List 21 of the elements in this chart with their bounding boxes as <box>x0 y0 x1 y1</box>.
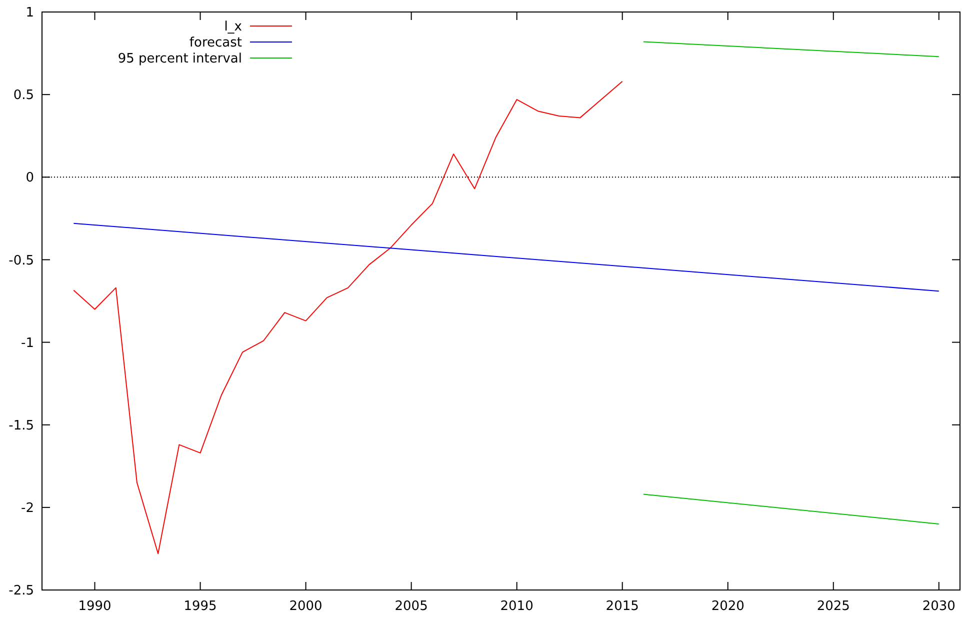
x-tick-label: 1990 <box>78 599 112 614</box>
y-tick-label: -2.5 <box>8 584 34 599</box>
y-tick-label: 0.5 <box>13 88 34 104</box>
x-tick-label: 2000 <box>289 599 322 614</box>
x-tick-label: 2025 <box>816 599 850 614</box>
legend-label: forecast <box>189 36 242 51</box>
x-tick-label: 2030 <box>922 599 956 614</box>
x-tick-label: 1995 <box>184 599 217 614</box>
x-tick-label: 2015 <box>606 599 639 614</box>
y-tick-label: -2 <box>21 500 34 516</box>
y-tick-label: -1.5 <box>8 418 34 434</box>
y-tick-label: -0.5 <box>8 253 34 268</box>
x-tick-label: 2010 <box>500 599 534 614</box>
line-series <box>73 80 623 554</box>
y-tick-label: 0 <box>26 170 34 186</box>
x-tick-label: 2005 <box>394 599 428 614</box>
y-tick-label: 1 <box>26 6 34 21</box>
legend-label: 95 percent interval <box>118 52 242 67</box>
legend-label: l_x <box>224 20 242 35</box>
y-tick-label: -1 <box>21 336 34 351</box>
x-tick-label: 2020 <box>711 599 744 614</box>
